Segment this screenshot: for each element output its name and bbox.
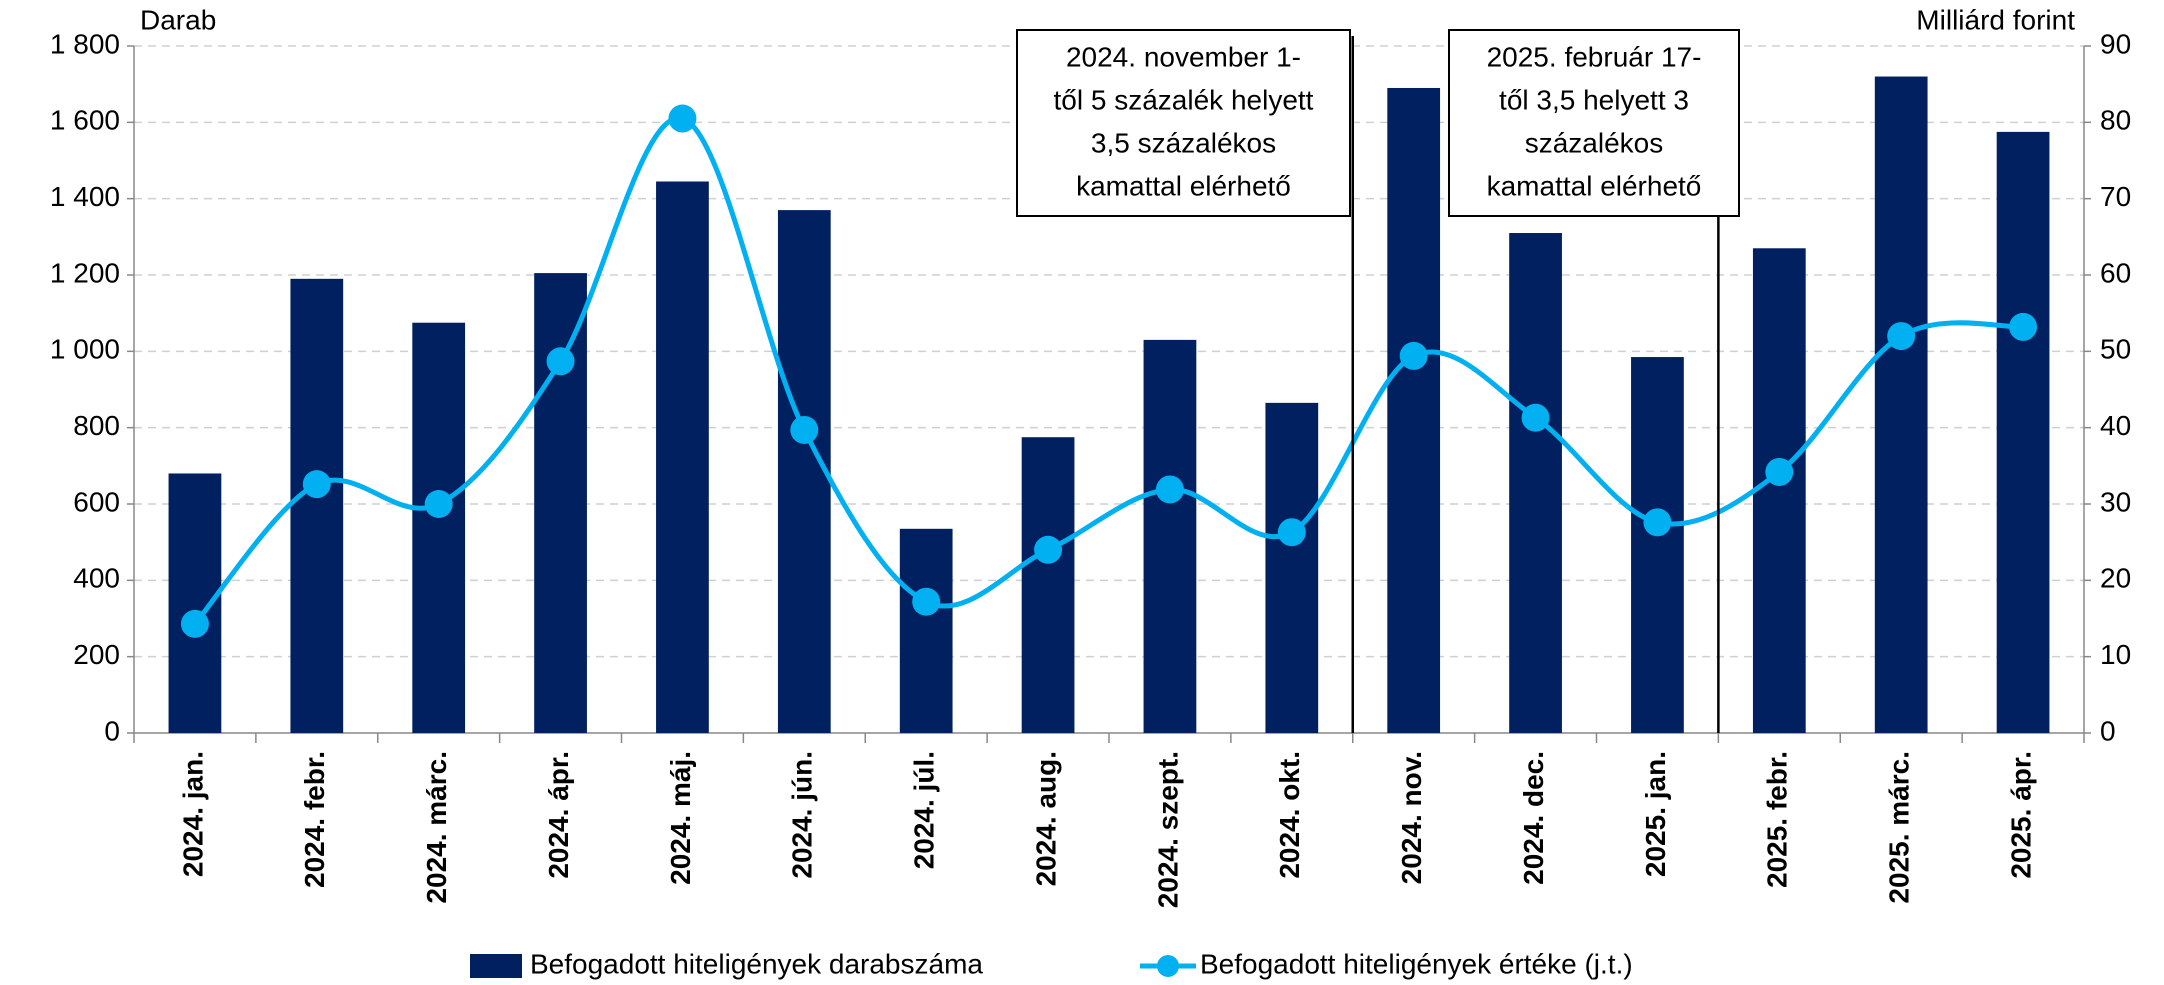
y2-tick-label: 70 bbox=[2100, 181, 2131, 212]
marker bbox=[302, 470, 331, 499]
bar bbox=[1509, 233, 1562, 733]
y2-tick-label: 0 bbox=[2100, 715, 2116, 746]
annotation-box bbox=[1448, 29, 1740, 217]
marker bbox=[790, 415, 819, 444]
marker bbox=[1034, 535, 1063, 564]
annotation-text: kamattal elérhető bbox=[1076, 170, 1291, 201]
y2-tick-label: 80 bbox=[2100, 105, 2131, 136]
bar bbox=[534, 273, 587, 733]
bar bbox=[1752, 248, 1806, 734]
bar bbox=[1996, 131, 2050, 733]
bar bbox=[899, 528, 953, 733]
bar bbox=[1265, 402, 1319, 733]
y-tick-label: 1 400 bbox=[50, 181, 120, 212]
bar bbox=[1874, 76, 1928, 734]
bar bbox=[412, 322, 466, 733]
x-tick-label: 2024. ápr. bbox=[543, 751, 574, 879]
bar bbox=[1387, 87, 1441, 733]
x-tick-label: 2024. máj. bbox=[665, 751, 696, 885]
y-axis-label: Darab bbox=[140, 4, 216, 35]
x-tick-label: 2024. febr. bbox=[299, 751, 330, 888]
marker bbox=[546, 347, 575, 376]
marker bbox=[180, 609, 209, 638]
y2-tick-label: 40 bbox=[2100, 410, 2131, 441]
x-tick-label: 2025. márc. bbox=[1884, 751, 1915, 904]
x-tick-label: 2024. nov. bbox=[1396, 751, 1427, 884]
y-tick-label: 0 bbox=[104, 715, 120, 746]
x-tick-label: 2024. júl. bbox=[909, 751, 940, 869]
annotation-text: 2024. november 1- bbox=[1066, 41, 1301, 72]
marker bbox=[912, 587, 941, 616]
annotation-text: 3,5 százalékos bbox=[1091, 127, 1276, 158]
legend-label: Befogadott hiteligények darabszáma bbox=[530, 948, 983, 979]
bar bbox=[777, 210, 831, 733]
bar bbox=[656, 181, 709, 733]
marker bbox=[1399, 341, 1428, 370]
annotation-text: 2025. február 17- bbox=[1487, 41, 1702, 72]
marker bbox=[1765, 457, 1794, 486]
x-tick-label: 2024. jan. bbox=[177, 751, 208, 877]
bar bbox=[1021, 437, 1075, 733]
legend-label: Befogadott hiteligények értéke (j.t.) bbox=[1200, 948, 1633, 979]
y-tick-label: 1 600 bbox=[50, 105, 120, 136]
y-tick-label: 400 bbox=[73, 563, 120, 594]
y-tick-label: 1 200 bbox=[50, 257, 120, 288]
annotation-text: től 5 százalék helyett bbox=[1054, 84, 1314, 115]
marker bbox=[1643, 508, 1672, 537]
y2-tick-label: 60 bbox=[2100, 257, 2131, 288]
marker bbox=[668, 104, 697, 133]
annotation-box bbox=[1016, 29, 1351, 217]
annotation-text: kamattal elérhető bbox=[1487, 170, 1702, 201]
y-tick-label: 800 bbox=[73, 410, 120, 441]
y2-tick-label: 30 bbox=[2100, 486, 2131, 517]
x-tick-label: 2025. febr. bbox=[1762, 751, 1793, 888]
x-tick-label: 2024. jún. bbox=[787, 751, 818, 879]
marker bbox=[1887, 322, 1916, 351]
marker bbox=[1521, 403, 1550, 432]
x-tick-label: 2024. okt. bbox=[1274, 751, 1305, 879]
y2-tick-label: 90 bbox=[2100, 28, 2131, 59]
y-tick-label: 1 000 bbox=[50, 334, 120, 365]
x-tick-label: 2024. dec. bbox=[1518, 751, 1549, 885]
marker bbox=[1277, 518, 1306, 547]
marker bbox=[1155, 475, 1184, 504]
annotation-text: százalékos bbox=[1525, 127, 1664, 158]
y-tick-label: 1 800 bbox=[50, 28, 120, 59]
marker bbox=[424, 490, 453, 518]
y2-tick-label: 20 bbox=[2100, 563, 2131, 594]
legend-swatch bbox=[470, 954, 522, 978]
marker bbox=[2009, 312, 2038, 341]
annotation-text: től 3,5 helyett 3 bbox=[1499, 84, 1689, 115]
bar bbox=[1143, 339, 1197, 733]
x-tick-label: 2025. ápr. bbox=[2005, 751, 2036, 879]
y-tick-label: 200 bbox=[73, 639, 120, 670]
legend-swatch bbox=[1157, 955, 1179, 977]
y2-tick-label: 10 bbox=[2100, 639, 2131, 670]
x-tick-label: 2024. márc. bbox=[421, 751, 452, 904]
bar bbox=[290, 278, 344, 733]
x-tick-label: 2024. szept. bbox=[1152, 751, 1183, 908]
x-tick-label: 2024. aug. bbox=[1030, 751, 1061, 886]
y-tick-label: 600 bbox=[73, 486, 120, 517]
y2-axis-label: Milliárd forint bbox=[1916, 4, 2075, 35]
y2-tick-label: 50 bbox=[2100, 334, 2131, 365]
bar bbox=[1631, 357, 1684, 733]
x-tick-label: 2025. jan. bbox=[1640, 751, 1671, 877]
